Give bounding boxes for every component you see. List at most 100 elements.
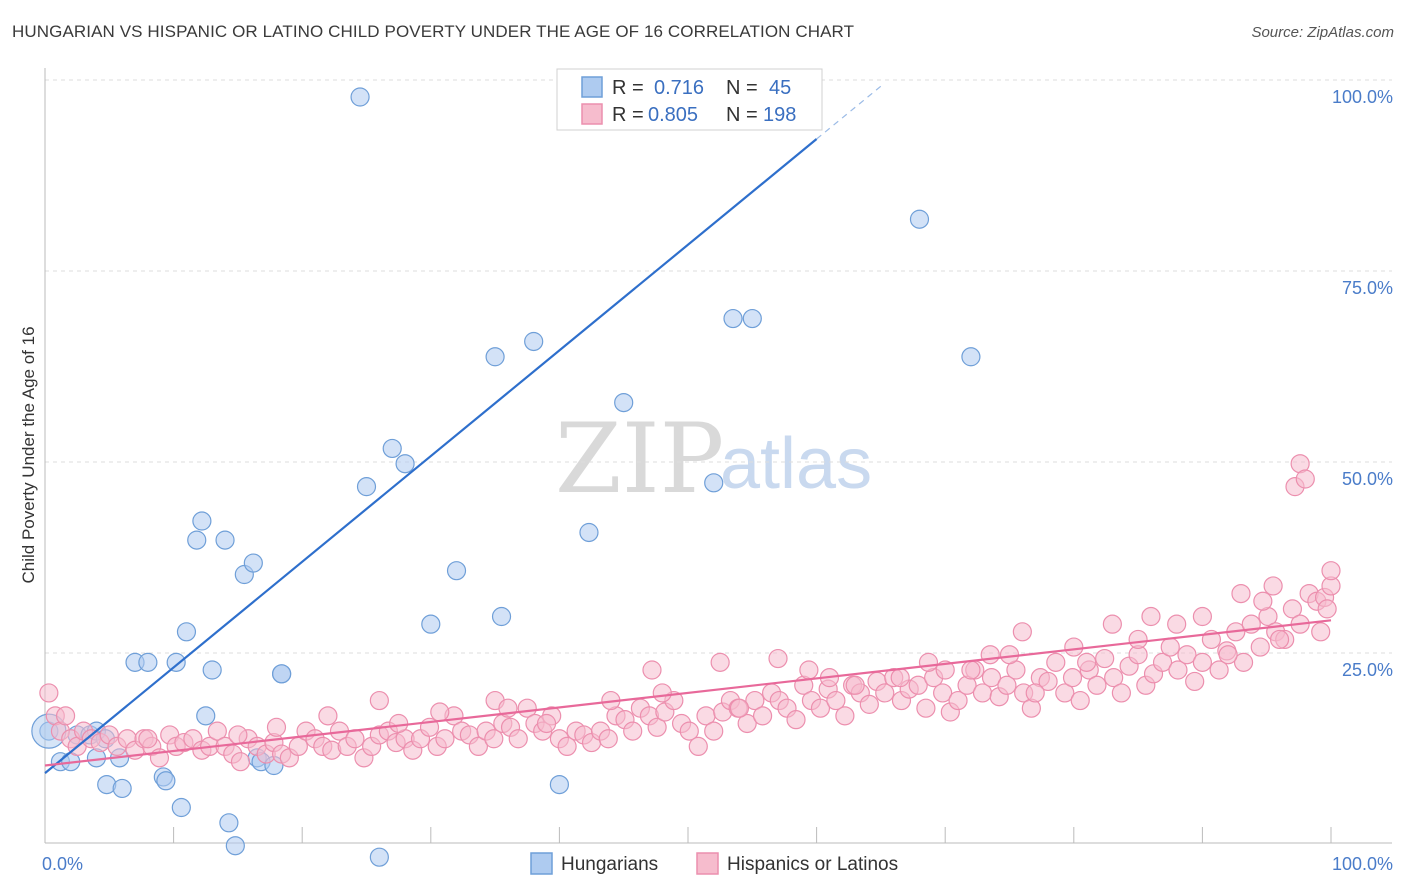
hispanic-point [980, 645, 1000, 665]
hispanic-point [704, 721, 724, 741]
hispanic-point [845, 675, 865, 695]
y-tick-label: 50.0% [1342, 469, 1393, 489]
hispanic-point [138, 729, 158, 749]
hispanic-point [997, 675, 1017, 695]
hispanic-point [230, 752, 251, 772]
legend-swatch-hispanics [581, 103, 603, 125]
hispanic-point [536, 713, 557, 734]
hungarian-point [579, 522, 599, 543]
hungarian-point [215, 530, 235, 550]
hungarian-point [156, 771, 176, 791]
hispanic-point [835, 706, 855, 726]
hispanic-point [1064, 637, 1084, 657]
hispanic-point [623, 721, 643, 741]
hispanic-point [786, 710, 806, 730]
hispanic-point [688, 736, 708, 757]
source-label: Source: ZipAtlas.com [1251, 24, 1394, 41]
legend-item-hispanics-swatch [696, 852, 719, 875]
legend-item-hungarians: Hungarians [561, 854, 658, 875]
hungarians-trend-line [44, 138, 818, 774]
hungarian-point [138, 652, 158, 672]
hungarian-point [491, 606, 512, 627]
hungarian-point [382, 438, 402, 459]
y-axis-label: Child Poverty Under the Age of 16 [19, 326, 38, 583]
hungarian-point [243, 553, 263, 573]
x-tick-min: 0.0% [42, 854, 83, 874]
y-tick-label: 75.0% [1342, 278, 1393, 298]
watermark-atlas: atlas [720, 424, 872, 504]
hungarian-point [446, 561, 467, 581]
hispanic-point [1104, 668, 1124, 688]
hispanic-point [430, 702, 450, 722]
hungarian-point [171, 797, 191, 818]
hispanic-point [1102, 614, 1122, 634]
hungarian-point [909, 209, 930, 229]
legend-n-value: 45 [769, 77, 791, 99]
legend-r-value: 0.716 [654, 77, 704, 99]
hispanic-point [468, 736, 488, 757]
hispanic-point [745, 690, 765, 711]
legend-n-label: N = [726, 104, 758, 126]
hispanic-point [1269, 629, 1290, 650]
hispanic-point [228, 725, 248, 745]
hispanic-point [1077, 652, 1097, 672]
hispanic-point [948, 690, 968, 711]
hispanic-point [916, 698, 936, 718]
hispanic-point [1218, 645, 1238, 665]
hispanic-point [389, 713, 409, 734]
hispanic-point [729, 698, 750, 718]
hispanic-point [557, 736, 577, 757]
hispanic-point [1167, 614, 1187, 634]
legend-n-value: 198 [763, 104, 796, 126]
hispanic-point [768, 648, 788, 669]
hungarian-point [549, 774, 570, 795]
hungarian-point [723, 308, 743, 329]
hispanic-point [1321, 561, 1341, 581]
legend-r-value: 0.805 [648, 104, 698, 126]
hispanic-point [435, 729, 455, 749]
hungarian-point [614, 393, 634, 413]
hispanic-point [890, 668, 910, 688]
hispanic-point [1168, 660, 1188, 680]
hispanic-point [1311, 622, 1331, 642]
hispanic-point [999, 645, 1020, 665]
legend-r-label: R = [612, 104, 644, 126]
hispanic-point [1141, 606, 1161, 627]
hungarian-point [485, 347, 505, 367]
legend-swatch-hungarians [581, 76, 603, 98]
hispanic-point [1233, 652, 1254, 672]
hispanic-point [1095, 648, 1115, 669]
hungarian-point [395, 454, 415, 474]
axes [44, 68, 1392, 844]
watermark-zip: ZIP [555, 403, 724, 515]
hispanic-point [1070, 690, 1090, 711]
hispanic-point [508, 729, 528, 749]
hispanic-point [752, 706, 773, 726]
hispanic-point [875, 683, 895, 703]
hungarian-point [421, 614, 441, 634]
chart-title: HUNGARIAN VS HISPANIC OR LATINO CHILD PO… [12, 22, 855, 41]
legend-item-hispanics: Hispanics or Latinos [727, 854, 898, 875]
hispanic-point [1250, 637, 1270, 657]
hungarian-point [166, 652, 186, 672]
hispanic-point [39, 683, 59, 703]
hispanic-point [484, 729, 504, 749]
trend-lines [44, 85, 1332, 774]
hungarian-point [219, 813, 239, 833]
hispanic-point [598, 729, 618, 749]
hispanic-point [1160, 637, 1180, 657]
hispanic-point [908, 675, 928, 695]
hungarian-point [524, 331, 544, 352]
hungarian-point [196, 706, 216, 726]
hispanic-point [517, 698, 537, 718]
hungarian-point [202, 660, 222, 680]
hispanics-trend-line [44, 619, 1332, 767]
hispanic-point [1231, 583, 1251, 604]
legend-item-hungarians-swatch [530, 852, 553, 875]
hispanic-point [1038, 671, 1058, 692]
hispanic-point [933, 683, 953, 703]
hispanic-point [918, 652, 939, 672]
y-tick-label: 25.0% [1342, 660, 1393, 680]
hispanic-point [1012, 622, 1032, 642]
